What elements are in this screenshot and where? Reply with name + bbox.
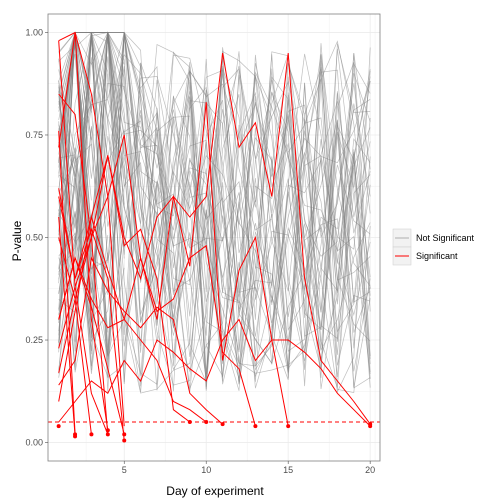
y-tick-label: 0.75 [25, 130, 43, 140]
significant-line [58, 216, 76, 437]
significant-line [58, 256, 223, 425]
significant-point [204, 420, 209, 425]
not-significant-line [58, 32, 371, 390]
not-significant-line [58, 32, 371, 388]
not-significant-line [58, 32, 371, 368]
not-significant-line [58, 32, 371, 389]
significant-point [368, 424, 373, 429]
significant-line [58, 188, 125, 441]
not-significant-line [58, 32, 371, 393]
plot-panel [47, 13, 381, 462]
significant-point [122, 432, 127, 437]
significant-line [58, 155, 191, 423]
not-significant-line [58, 32, 371, 378]
significant-line [58, 52, 371, 425]
significant-line [58, 93, 109, 435]
x-tick-labels: 5 10 15 20 [122, 461, 375, 475]
legend: Not Significant Significant [392, 228, 475, 266]
y-tick-label: 1.00 [25, 27, 43, 37]
x-tick-label: 15 [283, 465, 293, 475]
significant-line [58, 31, 125, 427]
not-significant-line [58, 32, 371, 374]
significant-point [105, 428, 110, 433]
significant-series [58, 31, 371, 441]
not-significant-line [58, 32, 371, 394]
x-tick-label: 10 [201, 465, 211, 475]
not-significant-line [58, 31, 371, 355]
not-significant-line [58, 32, 371, 383]
not-significant-line [58, 32, 371, 391]
not-significant-line [58, 32, 371, 376]
significant-point [286, 424, 291, 429]
legend-label-significant: Significant [416, 251, 458, 261]
legend-label-not-significant: Not Significant [416, 233, 475, 243]
y-axis-title: P-value [10, 220, 24, 261]
significant-line [58, 318, 371, 427]
significant-point [122, 438, 127, 443]
y-tick-labels: 0.00 0.25 0.50 0.75 1.00 [25, 27, 48, 448]
significant-point [253, 424, 258, 429]
significant-point [105, 432, 110, 437]
y-tick-label: 0.25 [25, 335, 43, 345]
significant-line [58, 130, 76, 435]
significant-line [58, 216, 207, 423]
y-tick-label: 0.00 [25, 438, 43, 448]
significant-point [73, 434, 78, 439]
significant-line [58, 244, 256, 427]
x-tick-label: 20 [365, 465, 375, 475]
x-axis-title: Day of experiment [166, 484, 264, 498]
y-tick-label: 0.50 [25, 233, 43, 243]
significant-point [220, 422, 225, 427]
significant-line [58, 40, 109, 435]
significant-point [56, 424, 61, 429]
significant-point [187, 420, 192, 425]
significant-point [89, 432, 94, 437]
x-tick-label: 5 [122, 465, 127, 475]
significant-points [56, 420, 373, 443]
